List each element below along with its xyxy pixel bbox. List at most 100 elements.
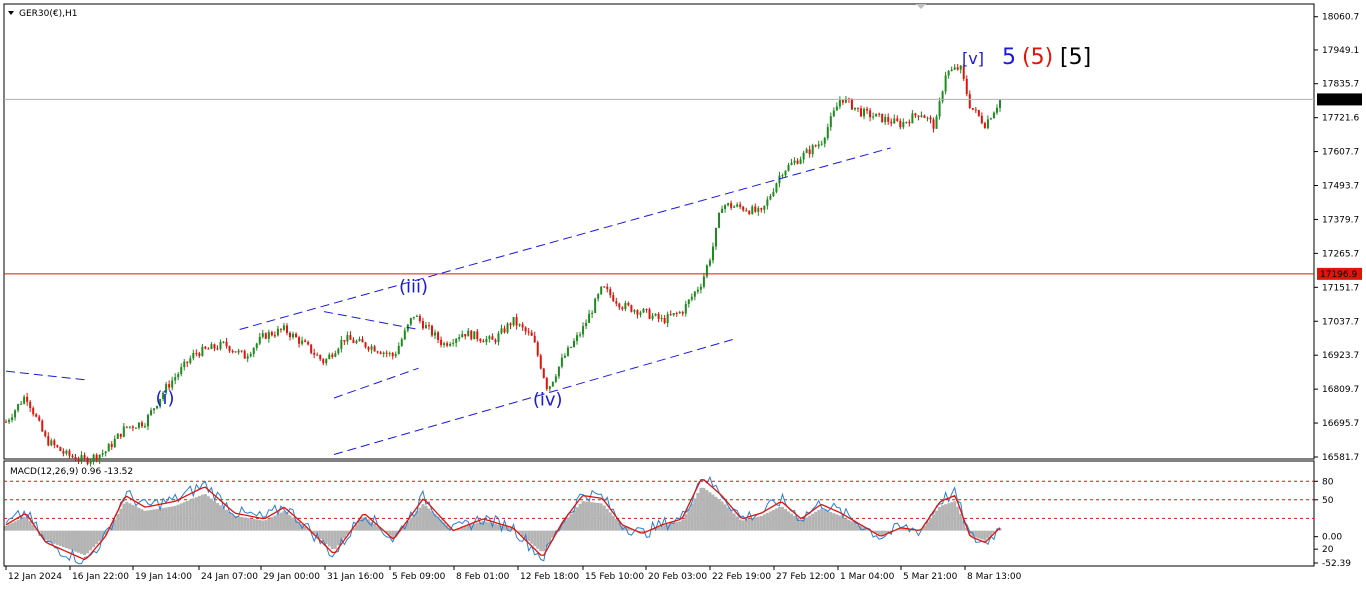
candle-body — [74, 457, 77, 460]
candle-body — [346, 335, 349, 342]
candle-body — [500, 328, 503, 334]
candle-body — [557, 366, 560, 377]
candle-body — [938, 101, 941, 117]
candle-body — [195, 352, 198, 354]
candle-body — [409, 317, 412, 325]
candle-body — [192, 352, 195, 359]
candle-body — [817, 144, 820, 147]
candle-body — [298, 337, 301, 344]
candle-body — [207, 348, 210, 350]
candle-body — [279, 328, 282, 330]
price-tick-label: 17265.7 — [1322, 249, 1359, 259]
candle-body — [539, 355, 542, 369]
candle-body — [823, 137, 826, 144]
candle-body — [26, 396, 29, 402]
candle-body — [273, 335, 276, 337]
candle-body — [128, 426, 131, 428]
candle-body — [983, 123, 986, 129]
candle-body — [337, 348, 340, 354]
candle-body — [156, 405, 159, 409]
candle-body — [295, 333, 298, 338]
time-tick-label: 12 Jan 2024 — [8, 572, 62, 582]
candle-body — [835, 106, 838, 111]
trend-line — [333, 367, 419, 399]
price-tick-label: 17607.7 — [1322, 148, 1359, 158]
candle-body — [267, 332, 270, 339]
candle-body — [80, 455, 83, 461]
candle-body — [240, 350, 243, 352]
candle-body — [304, 340, 307, 342]
candle-body — [989, 118, 992, 120]
overlay-layer: (i) (iii) (iv) [v] 5 (5) [5] — [4, 45, 1314, 456]
candle-body — [473, 331, 476, 340]
candle-body — [53, 440, 56, 446]
price-tick-label: 16581.7 — [1322, 453, 1359, 463]
candle-body — [935, 116, 938, 129]
candle-body — [446, 343, 449, 346]
candle-body — [905, 121, 908, 123]
candle-body — [147, 414, 149, 427]
candle-body — [554, 376, 557, 382]
trend-line — [323, 311, 419, 330]
candle-body — [548, 386, 551, 389]
candle-body — [231, 351, 234, 353]
candle-body — [702, 276, 705, 287]
candle-body — [600, 286, 603, 295]
time-tick-label: 29 Jan 00:00 — [263, 572, 320, 582]
candle-body — [730, 203, 733, 208]
candle-body — [165, 384, 168, 393]
candle-body — [11, 417, 14, 420]
price-tick-label: 17379.7 — [1322, 215, 1359, 225]
candle-body — [974, 109, 977, 111]
candle-body — [431, 325, 433, 336]
candle-body — [491, 336, 494, 340]
candle-body — [213, 344, 216, 349]
scroll-marker-icon[interactable] — [916, 4, 926, 9]
price-pane[interactable] — [3, 3, 1315, 460]
candle-body — [866, 108, 869, 111]
candle-body — [458, 337, 461, 339]
candle-body — [633, 310, 636, 312]
collapse-triangle-icon[interactable] — [8, 11, 14, 15]
candle-body — [125, 426, 128, 428]
candle-body — [790, 162, 793, 165]
candle-body — [95, 454, 98, 460]
candle-body — [140, 422, 143, 427]
candle-body — [887, 117, 890, 122]
candle-body — [270, 332, 273, 336]
candle-body — [696, 289, 699, 292]
candle-body — [624, 303, 627, 310]
candle-body — [884, 117, 887, 123]
candle-body — [249, 354, 252, 357]
candle-body — [965, 78, 968, 95]
candle-body — [159, 398, 162, 406]
macd-tick-label: 50 — [1322, 496, 1334, 506]
macd-tick-label: 80 — [1322, 477, 1334, 487]
candle-body — [678, 311, 681, 314]
candle-body — [388, 352, 391, 354]
candle-body — [77, 459, 80, 461]
candle-body — [542, 368, 545, 378]
candle-body — [992, 112, 995, 119]
candle-body — [959, 65, 962, 70]
candle-body — [923, 115, 926, 118]
candle-body — [29, 401, 32, 409]
candle-body — [183, 361, 186, 368]
candle-body — [763, 205, 766, 210]
candle-body — [545, 377, 548, 389]
candle-body — [860, 108, 863, 117]
candle-body — [86, 457, 89, 464]
candle-body — [941, 91, 944, 102]
candle-body — [180, 367, 183, 375]
candle-body — [926, 117, 929, 119]
candle-body — [424, 325, 427, 329]
candle-body — [736, 204, 739, 207]
wave-label: (i) — [156, 388, 175, 409]
candle-body — [902, 122, 905, 128]
candle-body — [285, 325, 288, 333]
candle-body — [313, 352, 316, 355]
candle-body — [512, 317, 515, 326]
candle-body — [594, 298, 597, 313]
